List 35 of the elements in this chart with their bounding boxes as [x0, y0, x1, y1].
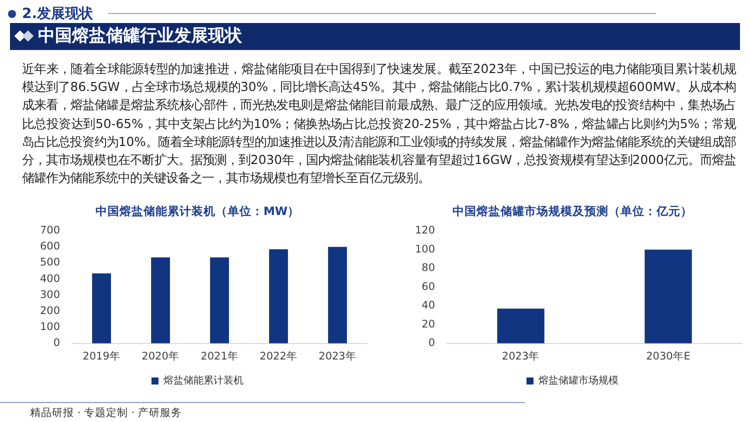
bar [269, 249, 288, 344]
text: 中国熔盐储罐行业发展现状 [38, 25, 242, 48]
y-tick-label: 300 [40, 288, 60, 301]
y-tick-label: 0 [53, 337, 60, 350]
y-tick-label: 400 [40, 272, 60, 285]
y-tick-label: 500 [40, 256, 60, 269]
y-tick-label: 0 [428, 337, 436, 350]
x-tick-label: 2020年 [142, 350, 180, 362]
x-tick-label: 2019年 [82, 350, 120, 362]
x-tick-label: 2030年E [646, 350, 690, 362]
x-tick-label: 2021年 [200, 350, 238, 362]
y-tick-label: 100 [40, 321, 60, 334]
bar [328, 246, 347, 344]
legend-label: 熔盐储罐市场规模 [538, 374, 618, 387]
y-tick-label: 200 [40, 304, 60, 317]
text: 精品研报 · 专题定制 · 产研服务 [30, 406, 182, 420]
legend-label: 熔盐储能累计装机 [164, 374, 244, 387]
text: 近年来，随着全球能源转型的加速推进，熔盐储能项目在中国得到了快速发展。截至2023年，中国已投运的电力储能项目累计装机规模达到了86.5GW，占全球市场总规模的30%，同比增长高达45%。其中，熔盐储能占比0.7%，累计装机规模超600MW。从成本构成来看，熔盐储罐是熔盐系统核心部件，而光热发电则是熔盐储能目前最成熟、最广泛的应用领域。光热发电的投资结构中，集热场占比总投资达到50-65%，其中支架占比约为10%；储换热场占比总投资20-25%，其中熔盐占比7-8%，熔盐罐占比则约为5%；常规岛占比总投资约为10%。随着全球能源转型的加速推进以及清洁能源和工业领域的持续发展，熔盐储罐作为熔盐储能系统的关键组成部分，其市场规模也在不断扩大。据预测，到2030年，国内熔盐储能装机容量有望超过16GW，总投资规模有望达到2000亿元。而熔盐储罐作为储能系统中的关键设备之一，其市场规模也有望增长至百亿元级别。 [22, 60, 736, 188]
bar [210, 257, 229, 344]
x-tick-label: 2022年 [260, 350, 298, 362]
y-tick-label: 120 [414, 224, 436, 237]
bar [151, 257, 170, 344]
y-tick-label: 80 [422, 262, 436, 274]
y-tick-label: 100 [414, 243, 436, 256]
y-tick-label: 700 [40, 224, 60, 237]
text: 2.发展现状 [22, 5, 94, 24]
chart-title: 中国熔盐储罐市场规模及预测（单位：亿元） [452, 204, 692, 218]
y-tick-label: 600 [40, 240, 60, 253]
bar [92, 273, 111, 344]
x-tick-label: 2023年 [318, 350, 356, 362]
y-tick-label: 20 [422, 318, 436, 330]
chart-title: 中国熔盐储能累计装机（单位：MW） [95, 204, 300, 218]
y-tick-label: 60 [422, 280, 436, 293]
x-tick-label: 2023年 [502, 350, 540, 362]
y-tick-label: 40 [422, 300, 436, 312]
